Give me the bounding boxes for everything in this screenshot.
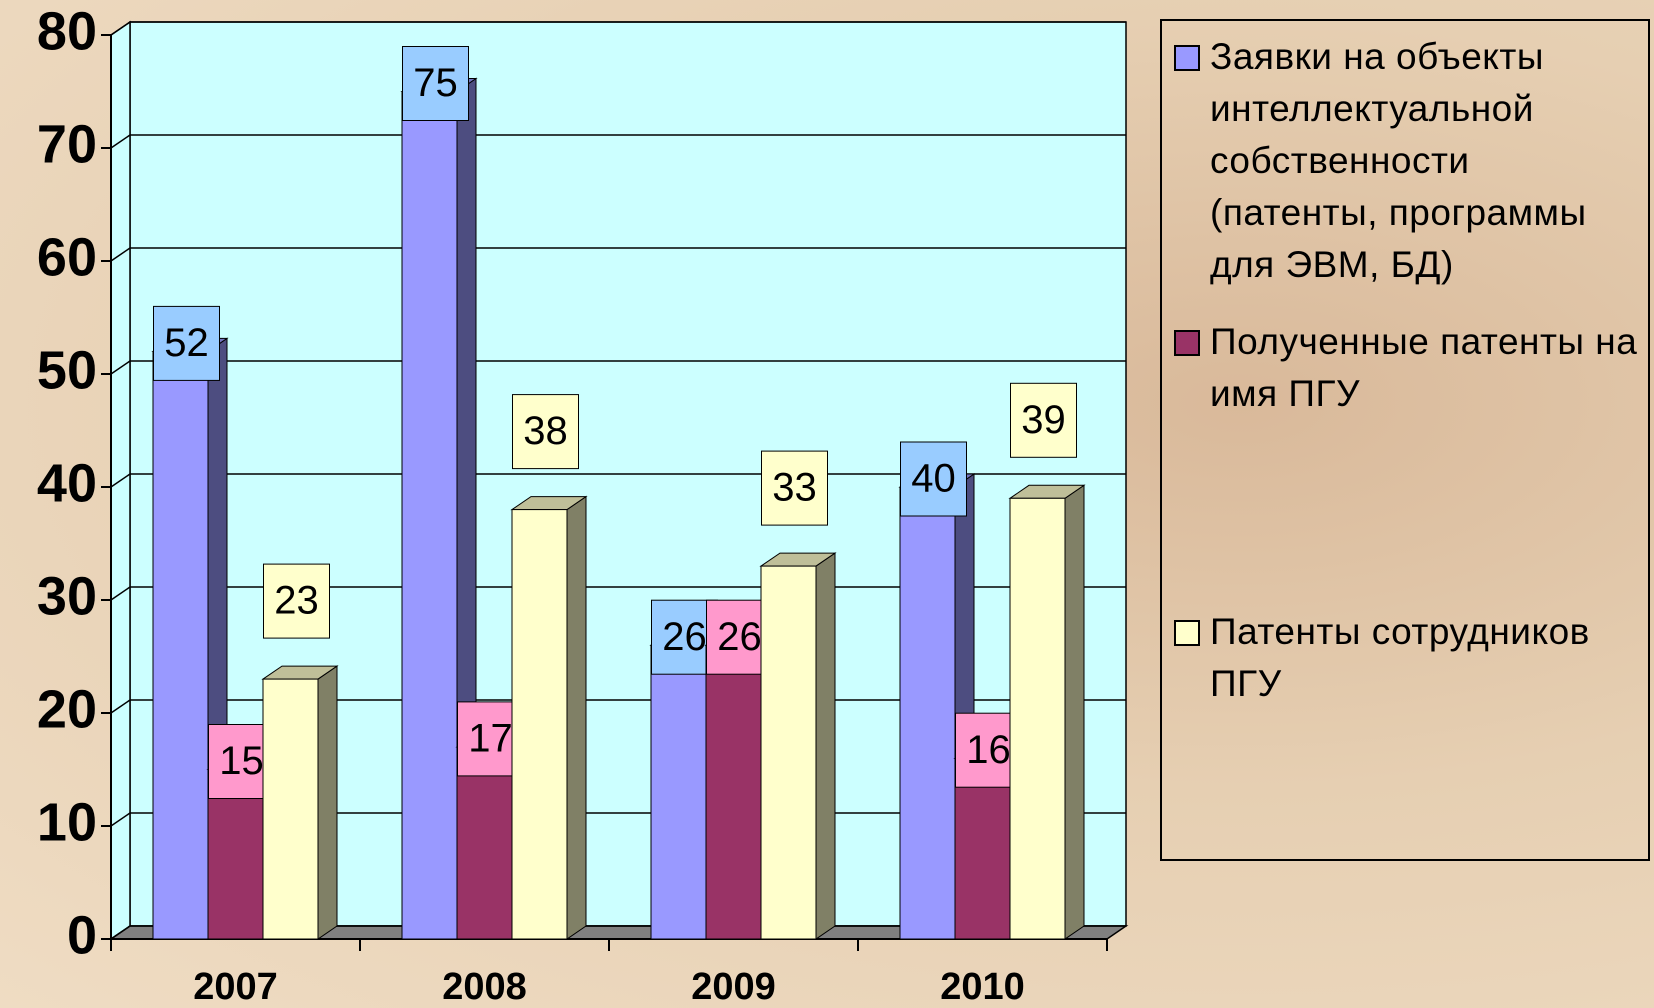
legend-swatch xyxy=(1174,330,1200,356)
data-label: 75 xyxy=(413,61,458,105)
data-label: 26 xyxy=(662,615,707,659)
y-tick-label: 20 xyxy=(37,679,97,739)
data-label: 39 xyxy=(1021,398,1066,442)
data-label-box xyxy=(402,46,469,121)
data-label-box xyxy=(761,450,828,526)
data-label: 38 xyxy=(523,409,568,453)
data-label-box xyxy=(153,305,220,381)
x-tick-label: 2010 xyxy=(940,966,1025,1008)
data-label: 15 xyxy=(219,739,264,783)
grid-line xyxy=(110,247,1126,262)
bar-side xyxy=(815,552,836,940)
x-tick-label: 2007 xyxy=(193,966,278,1008)
y-tick-label: 0 xyxy=(67,905,97,965)
bar-side xyxy=(1064,484,1085,940)
legend-swatch xyxy=(1174,620,1200,646)
bar xyxy=(650,644,707,940)
data-label-box xyxy=(512,394,579,470)
data-label: 52 xyxy=(164,321,209,365)
y-tick-label: 40 xyxy=(37,453,97,513)
x-tick-label: 2008 xyxy=(442,966,527,1008)
legend-item: Патенты сотрудников ПГУ xyxy=(1174,606,1642,710)
bar xyxy=(152,350,209,940)
legend-label: Полученные патенты на имя ПГУ xyxy=(1210,321,1638,414)
data-label-box xyxy=(900,441,967,517)
bar xyxy=(705,644,762,940)
bar-side xyxy=(317,665,338,940)
x-tick-label: 2009 xyxy=(691,966,776,1008)
bar xyxy=(511,509,568,940)
data-label: 40 xyxy=(911,457,956,501)
legend-swatch xyxy=(1174,45,1200,71)
y-tick-label: 80 xyxy=(37,1,97,61)
data-label: 23 xyxy=(274,579,319,623)
grid-line xyxy=(110,21,1126,36)
bar xyxy=(760,565,817,940)
legend-item: Полученные патенты на имя ПГУ xyxy=(1174,316,1642,420)
data-label-box xyxy=(1010,382,1077,458)
y-tick-label: 50 xyxy=(37,340,97,400)
data-label: 16 xyxy=(966,728,1011,772)
grid-line xyxy=(110,360,1126,375)
legend-label: Заявки на объекты интеллектуальной собст… xyxy=(1210,36,1587,285)
data-label: 17 xyxy=(468,716,513,760)
bar xyxy=(401,91,458,940)
data-label: 26 xyxy=(717,615,762,659)
bar-side xyxy=(566,495,587,940)
grid-line xyxy=(110,134,1126,149)
bar xyxy=(456,746,513,940)
legend-item: Заявки на объекты интеллектуальной собст… xyxy=(1174,31,1642,291)
y-tick-label: 10 xyxy=(37,792,97,852)
data-label: 33 xyxy=(772,466,817,510)
legend-label: Патенты сотрудников ПГУ xyxy=(1210,611,1590,704)
bar xyxy=(899,486,956,940)
bar xyxy=(954,757,1011,940)
bar xyxy=(262,678,319,940)
y-tick-label: 60 xyxy=(37,227,97,287)
y-tick-label: 70 xyxy=(37,114,97,174)
bar xyxy=(1009,497,1066,940)
legend: Заявки на объекты интеллектуальной собст… xyxy=(1160,19,1650,861)
data-label-box xyxy=(263,563,330,639)
y-tick-label: 30 xyxy=(37,566,97,626)
